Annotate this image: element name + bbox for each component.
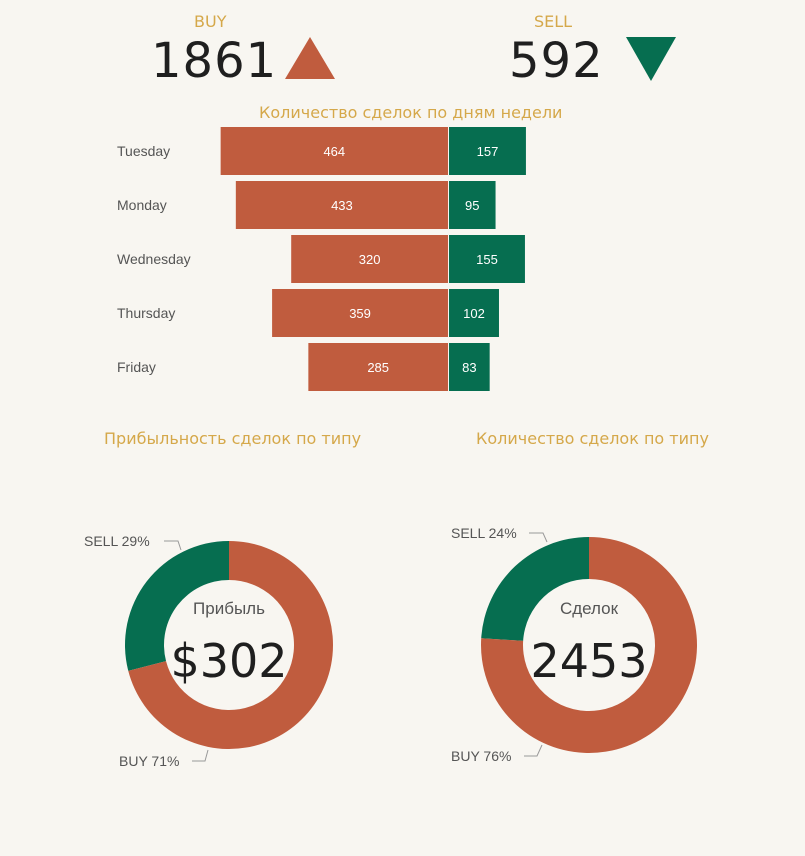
sell-bar-value: 83 <box>462 360 476 375</box>
leader-line <box>164 540 182 551</box>
weekday-chart-title: Количество сделок по дням недели <box>259 103 563 122</box>
buy-label: BUY <box>194 12 227 31</box>
day-label: Monday <box>117 197 167 213</box>
buy-bar-value: 320 <box>359 252 381 267</box>
buy-bar-value: 433 <box>331 198 353 213</box>
slice-label: SELL 29% <box>84 533 150 549</box>
day-label: Thursday <box>117 305 175 321</box>
day-label: Tuesday <box>117 143 170 159</box>
buy-bar-value: 359 <box>349 306 371 321</box>
triangle-down-icon <box>626 37 676 81</box>
count-chart-title: Количество сделок по типу <box>476 429 709 448</box>
buy-bar <box>235 181 448 229</box>
sell-bar-value: 95 <box>465 198 479 213</box>
buy-count: 1861 <box>151 33 278 89</box>
slice-label: BUY 76% <box>451 748 511 764</box>
buy-bar <box>308 343 448 391</box>
donut-center-label: Сделок <box>560 599 619 618</box>
sell-bar <box>449 127 526 175</box>
sell-bar <box>449 181 496 229</box>
sell-bar <box>449 235 525 283</box>
leader-line <box>192 749 209 762</box>
slice-label: BUY 71% <box>119 753 179 769</box>
slice-label: SELL 24% <box>451 525 517 541</box>
profit-chart-title: Прибыльность сделок по типу <box>104 429 362 448</box>
sell-bar <box>449 343 490 391</box>
triangle-up-icon <box>285 37 335 79</box>
sell-bar-value: 157 <box>477 144 499 159</box>
sell-slice <box>125 541 229 671</box>
buy-slice <box>481 537 697 753</box>
donut-center-value: $302 <box>170 634 287 688</box>
donut-center-label: Прибыль <box>193 599 265 618</box>
day-label: Wednesday <box>117 251 191 267</box>
leader-line <box>529 532 548 543</box>
sell-label: SELL <box>534 12 573 31</box>
buy-bar <box>272 289 448 337</box>
sell-slice <box>481 537 589 641</box>
leader-line <box>524 744 543 757</box>
buy-bar-value: 285 <box>367 360 389 375</box>
sell-bar <box>449 289 499 337</box>
buy-bar <box>291 235 448 283</box>
sell-bar-value: 155 <box>476 252 498 267</box>
donut-center-value: 2453 <box>530 634 647 688</box>
sell-count: 592 <box>509 33 604 89</box>
sell-bar-value: 102 <box>463 306 485 321</box>
day-label: Friday <box>117 359 156 375</box>
buy-bar-value: 464 <box>323 144 345 159</box>
buy-slice <box>128 541 333 750</box>
buy-bar <box>220 127 448 175</box>
weekday-bar-chart: Tuesday 464 157 Monday 433 95 Wednesday 320 155 T… <box>117 127 526 391</box>
